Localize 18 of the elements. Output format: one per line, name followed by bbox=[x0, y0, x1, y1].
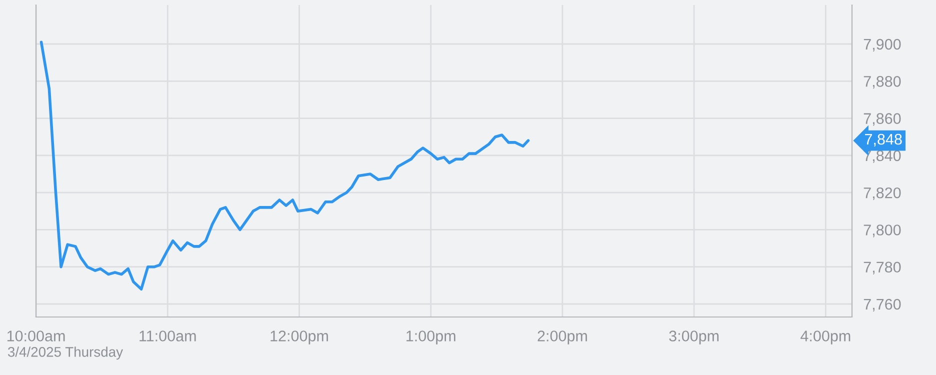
y-tick-label: 7,780 bbox=[864, 262, 901, 274]
text: 7,848 bbox=[865, 134, 902, 146]
x-tick-label: 1:00pm bbox=[406, 330, 456, 344]
y-tick-label: 7,820 bbox=[864, 187, 901, 200]
line-series bbox=[40, 40, 530, 291]
y-tick-label: 7,800 bbox=[864, 224, 901, 238]
y-tick-label: 7,880 bbox=[864, 76, 901, 89]
y-tick-label: 7,760 bbox=[864, 298, 901, 312]
y-tick-label: 7,840 bbox=[864, 150, 901, 163]
x-tick-label: 3:00pm bbox=[669, 330, 719, 344]
x-tick-label: 11:00am bbox=[140, 330, 196, 342]
x-tick-label: 10:00am bbox=[7, 330, 65, 342]
y-tick-label: 7,900 bbox=[864, 38, 901, 52]
text: 3/4/2025 Thursday bbox=[8, 346, 123, 360]
y-tick-label: 7,860 bbox=[864, 113, 901, 126]
x-tick-label: 2:00pm bbox=[538, 330, 587, 344]
x-tick-label: 12:00pm bbox=[270, 330, 328, 344]
x-tick-label: 4:00pm bbox=[800, 330, 850, 344]
